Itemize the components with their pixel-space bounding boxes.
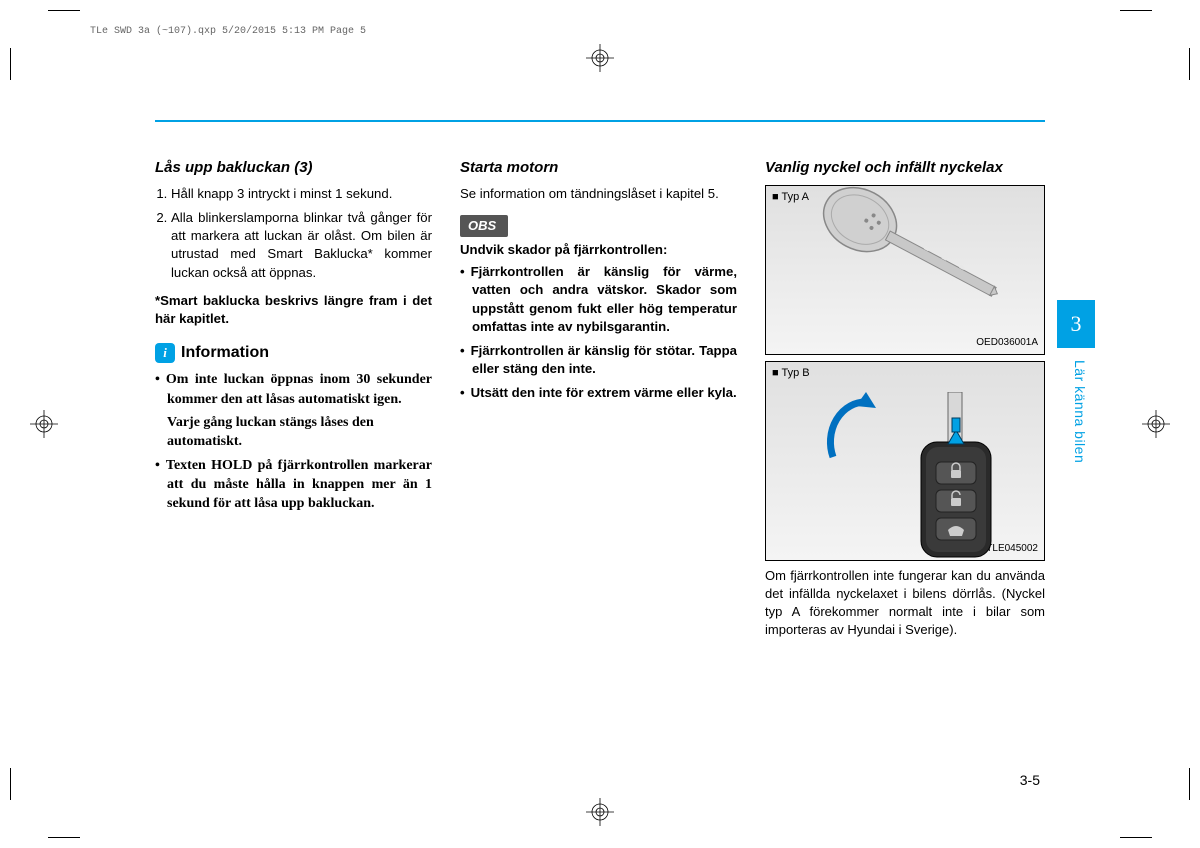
chapter-number: 3: [1071, 311, 1082, 337]
list-item: Utsätt den inte för extrem värme eller k…: [460, 384, 737, 402]
chapter-tab: 3: [1057, 300, 1095, 348]
info-icon: i: [155, 343, 175, 363]
key-illustration-icon: [783, 160, 1029, 360]
page-content: Lås upp bakluckan (3) Håll knapp 3 intry…: [155, 158, 1045, 638]
col1-heading: Lås upp bakluckan (3): [155, 158, 432, 179]
print-header-meta: TLe SWD 3a (~107).qxp 5/20/2015 5:13 PM …: [90, 26, 366, 37]
info-list: Om inte luckan öppnas inom 30 sekunder k…: [155, 370, 432, 513]
figure-label: ■ Typ A: [772, 190, 809, 205]
column-middle: Starta motorn Se information om tändning…: [460, 158, 737, 638]
crop-mark: [1189, 48, 1190, 80]
list-item: Fjärrkontrollen är känslig för stötar. T…: [460, 342, 737, 378]
registration-mark-icon: [586, 798, 614, 826]
figure-type-b: ■ Typ B OTLE045002: [765, 361, 1045, 561]
obs-intro: Undvik skador på fjärrkontrollen:: [460, 241, 737, 259]
list-item: Texten HOLD på fjärrkontrollen markerar …: [155, 456, 432, 514]
crop-mark: [1120, 837, 1152, 838]
fold-arrow-icon: [821, 392, 881, 472]
page-number: 3-5: [1020, 772, 1040, 788]
information-header: i Information: [155, 342, 432, 364]
list-item: Håll knapp 3 intryckt i minst 1 sekund.: [171, 185, 432, 203]
list-item: Fjärrkontrollen är känslig för värme, va…: [460, 263, 737, 336]
crop-mark: [48, 10, 80, 11]
obs-chip: OBS: [460, 215, 508, 237]
chapter-vertical-label: Lär känna bilen: [1072, 360, 1088, 463]
obs-list: Fjärrkontrollen är känslig för värme, va…: [460, 263, 737, 403]
registration-mark-icon: [586, 44, 614, 72]
list-item: Alla blinkerslamporna blinkar två gånger…: [171, 209, 432, 282]
crop-mark: [10, 768, 11, 800]
figure-caption: Om fjärrkontrollen inte fungerar kan du …: [765, 567, 1045, 639]
info-subtext: Varje gång luckan stängs låses den autom…: [155, 413, 432, 452]
col3-heading: Vanlig nyckel och infällt nyckelax: [765, 158, 1045, 179]
registration-mark-icon: [1142, 410, 1170, 438]
header-rule: [155, 120, 1045, 122]
col2-paragraph: Se information om tändningslåset i kapit…: [460, 185, 737, 203]
column-left: Lås upp bakluckan (3) Håll knapp 3 intry…: [155, 158, 432, 638]
info-title: Information: [181, 342, 269, 364]
figure-type-a: ■ Typ A OED036001A: [765, 185, 1045, 355]
crop-mark: [1189, 768, 1190, 800]
registration-mark-icon: [30, 410, 58, 438]
figure-label: ■ Typ B: [772, 366, 810, 381]
crop-mark: [1120, 10, 1152, 11]
col1-footnote: *Smart baklucka beskrivs längre fram i d…: [155, 292, 432, 328]
crop-mark: [48, 837, 80, 838]
col2-heading: Starta motorn: [460, 158, 737, 179]
key-fob-illustration-icon: [886, 392, 1026, 562]
list-item: Om inte luckan öppnas inom 30 sekunder k…: [155, 370, 432, 409]
crop-mark: [10, 48, 11, 80]
column-right: Vanlig nyckel och infällt nyckelax ■ Typ…: [765, 158, 1045, 638]
col1-ordered-list: Håll knapp 3 intryckt i minst 1 sekund. …: [155, 185, 432, 282]
